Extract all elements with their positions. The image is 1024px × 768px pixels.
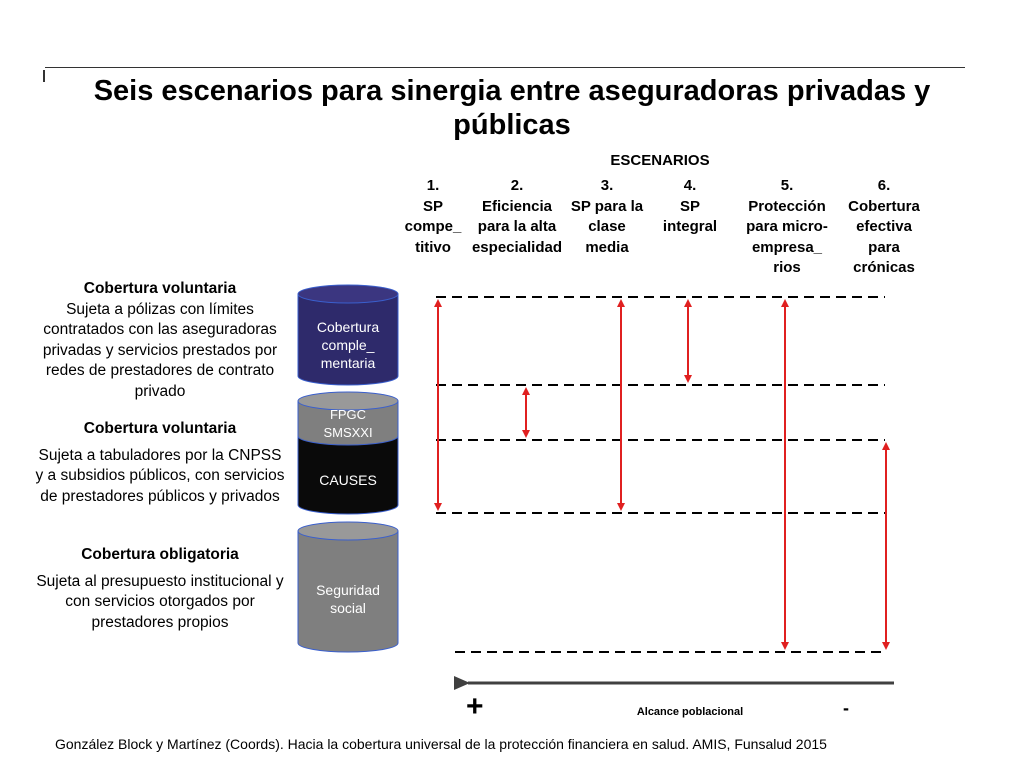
- alcance-minus: -: [843, 698, 849, 718]
- cylinder-fpgc-causes: [297, 391, 399, 515]
- coverage-mandatory: Cobertura obligatoria Sujeta al presupue…: [35, 545, 285, 633]
- cylinder-seguridad-label: Seguridad social: [316, 582, 380, 616]
- scenario-6-label: 6. Cobertura efectiva para crónicas: [848, 177, 920, 276]
- scenario-1-label: 1. SP compe_ titivo: [404, 177, 462, 256]
- page-title: Seis escenarios para sinergia entre aseg…: [93, 75, 931, 141]
- scenario-5-label: 5. Protección para micro- empresa_ rios: [746, 177, 828, 276]
- alcance-label: Alcance poblacional: [636, 706, 744, 718]
- coverage-heading: Cobertura voluntaria: [83, 420, 237, 437]
- title-rule-mark: [43, 70, 45, 82]
- coverage-text: Sujeta a pólizas con límites contratados…: [42, 300, 278, 400]
- coverage-text: Sujeta a tabuladores por la CNPSS y a su…: [35, 446, 285, 505]
- escenarios-header: ESCENARIOS: [610, 152, 710, 169]
- alcance-plus: +: [466, 690, 484, 723]
- cylinder-complementaria-label: Cobertura comple_ mentaria: [316, 319, 380, 371]
- cylinder-complementaria: [297, 284, 399, 386]
- coverage-heading: Cobertura obligatoria: [81, 546, 239, 563]
- coverage-voluntary-public: Cobertura voluntaria Sujeta a tabuladore…: [35, 419, 285, 507]
- title-rule: [45, 67, 965, 68]
- scenario-3-label: 3. SP para la clase media: [570, 177, 644, 256]
- scenario-2-label: 2. Eficiencia para la alta especialidad: [471, 177, 563, 256]
- cylinder-fpgc-label: FPGC SMSXXI: [323, 407, 373, 440]
- footer-citation: González Block y Martínez (Coords). Haci…: [55, 736, 827, 752]
- cylinder-seguridad-social: [297, 521, 399, 653]
- coverage-heading: Cobertura voluntaria: [83, 280, 237, 297]
- cylinder-causes-label: CAUSES: [319, 472, 377, 488]
- scenario-4-label: 4. SP integral: [662, 177, 718, 235]
- coverage-text: Sujeta al presupuesto institucional y co…: [36, 572, 284, 631]
- coverage-voluntary-private: Cobertura voluntaria Sujeta a pólizas co…: [35, 279, 285, 402]
